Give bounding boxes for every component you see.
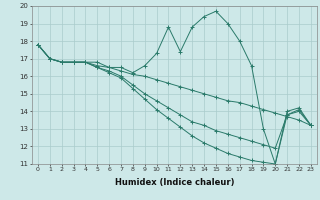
X-axis label: Humidex (Indice chaleur): Humidex (Indice chaleur) (115, 178, 234, 187)
